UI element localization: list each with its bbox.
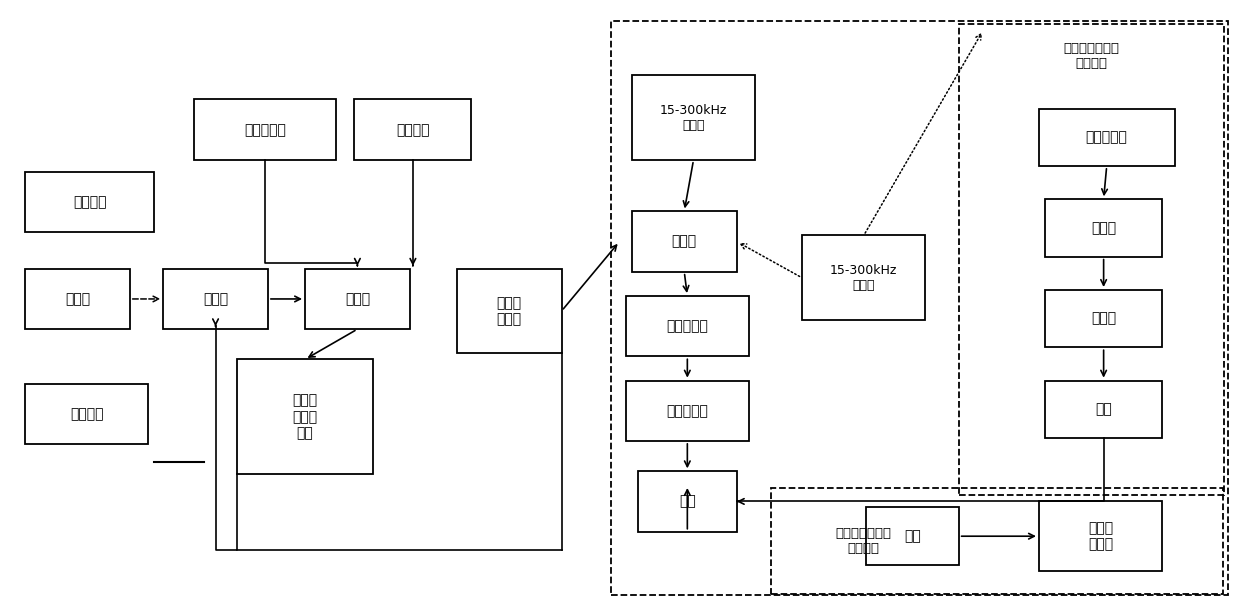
Bar: [611, 21, 1228, 595]
Text: 循环水
冷却管: 循环水 冷却管: [1088, 521, 1113, 551]
Bar: [1044, 381, 1162, 438]
Bar: [632, 75, 756, 160]
Bar: [638, 471, 737, 532]
Bar: [164, 269, 268, 329]
Bar: [195, 99, 336, 160]
Bar: [866, 508, 959, 565]
Text: 中间包: 中间包: [203, 292, 228, 306]
Text: 磁致伸缩换能器
冷却装置: 磁致伸缩换能器 冷却装置: [836, 527, 892, 555]
Text: 超声辐射杆: 超声辐射杆: [667, 404, 709, 418]
Bar: [1044, 290, 1162, 347]
Text: 空气压缩机: 空气压缩机: [1085, 131, 1127, 145]
Text: 熔炼炉: 熔炼炉: [64, 292, 90, 306]
Text: 15-300kHz
发生器: 15-300kHz 发生器: [660, 104, 727, 132]
Bar: [771, 488, 1223, 594]
Bar: [802, 235, 926, 320]
Text: 立式半
连续铸
造机: 立式半 连续铸 造机: [292, 393, 317, 440]
Bar: [626, 296, 750, 356]
Text: 换能器: 换能器: [672, 234, 696, 248]
Text: 干燥器: 干燥器: [1092, 221, 1116, 235]
Bar: [25, 269, 130, 329]
Text: 水泵: 水泵: [904, 529, 921, 543]
Text: 冷却器: 冷却器: [1092, 312, 1116, 326]
Bar: [25, 172, 155, 232]
Bar: [632, 211, 737, 272]
Bar: [305, 269, 410, 329]
Bar: [457, 269, 561, 353]
Text: 加热装置: 加热装置: [69, 407, 103, 421]
Text: 熔体: 熔体: [679, 495, 696, 509]
Bar: [626, 381, 750, 441]
Text: 组频超
声系统: 组频超 声系统: [497, 296, 522, 326]
Text: 超声波导杆: 超声波导杆: [667, 319, 709, 333]
Text: 15-300kHz
发生器: 15-300kHz 发生器: [830, 264, 897, 292]
Text: 加压装置: 加压装置: [73, 195, 107, 209]
Bar: [959, 24, 1224, 495]
Text: 压电陶瓷换能器
冷却装置: 压电陶瓷换能器 冷却装置: [1063, 42, 1119, 70]
Bar: [1044, 199, 1162, 257]
Bar: [237, 359, 373, 474]
Bar: [1038, 501, 1162, 571]
Bar: [354, 99, 472, 160]
Text: 结晶器: 结晶器: [344, 292, 370, 306]
Bar: [1038, 109, 1175, 166]
Text: 保护气装置: 保护气装置: [244, 123, 286, 137]
Text: 导管: 导管: [1095, 402, 1111, 416]
Bar: [25, 384, 149, 444]
Text: 冷却装置: 冷却装置: [396, 123, 430, 137]
